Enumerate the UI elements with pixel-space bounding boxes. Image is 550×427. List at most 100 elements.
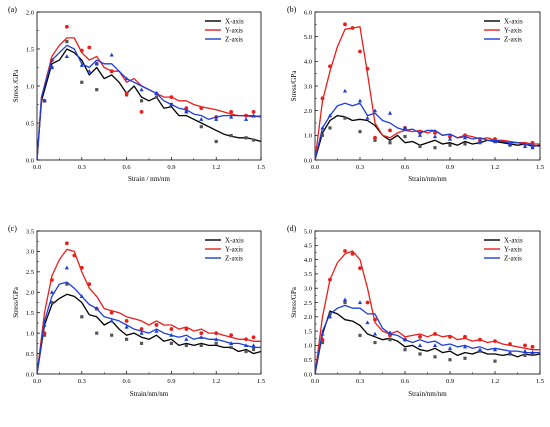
data-point-circle (87, 282, 92, 287)
series-line-x-axis (36, 293, 262, 375)
data-point-circle (320, 96, 325, 101)
data-point-circle (350, 26, 355, 30)
data-point-triangle (229, 341, 234, 345)
data-point-triangle (124, 324, 129, 329)
data-point-square (463, 356, 467, 360)
data-point-square (433, 146, 437, 150)
data-point-triangle (214, 117, 219, 121)
data-point-triangle (432, 343, 438, 347)
data-point-square (50, 300, 54, 305)
data-point-square (403, 134, 407, 139)
data-point-circle (358, 266, 362, 271)
data-point-square (403, 348, 407, 352)
data-point-triangle (342, 297, 348, 302)
x-tick-label: 0.6 (401, 164, 410, 171)
data-point-square (184, 343, 188, 347)
y-tick-label: 3.0 (26, 249, 34, 256)
data-point-square (154, 95, 159, 99)
data-point-circle (199, 106, 204, 111)
y-axis-label: Stress /GPa (12, 69, 20, 102)
data-point-circle (373, 135, 377, 140)
legend-entry: Z-axis (504, 254, 522, 262)
data-point-square (65, 40, 69, 44)
data-point-triangle (109, 52, 114, 57)
data-point-triangle (214, 337, 219, 341)
data-point-triangle (243, 117, 249, 121)
x-tick-label: 0.6 (401, 378, 410, 385)
data-point-triangle (477, 347, 483, 352)
data-point-triangle (199, 335, 204, 339)
data-point-triangle (357, 300, 363, 305)
data-point-circle (214, 331, 219, 336)
data-point-circle (448, 134, 452, 139)
x-tick-label: 1.5 (536, 378, 544, 385)
y-tick-label: 1.5 (26, 310, 34, 317)
y-tick-label: 0.5 (26, 120, 34, 127)
data-point-triangle (42, 322, 47, 327)
legend-entry: X-axis (504, 17, 523, 25)
data-point-triangle (447, 346, 453, 350)
data-point-circle (87, 45, 92, 50)
panel-label: (c) (8, 224, 17, 233)
data-point-square (139, 341, 144, 345)
data-point-circle (365, 300, 370, 305)
data-point-triangle (447, 136, 453, 141)
data-point-circle (184, 327, 189, 331)
series-line-y-axis (314, 26, 540, 161)
x-tick-label: 0.6 (123, 378, 132, 385)
data-point-triangle (320, 125, 325, 130)
data-point-triangle (169, 102, 174, 107)
panel-1: 0.0 0.3 0.6 0.9 1.2 1.5 0.0 1.0 2.0 3.0 4.0 5.0 6.0 (… (287, 5, 544, 183)
data-point-triangle (154, 328, 159, 333)
x-tick-label: 1.2 (212, 378, 220, 385)
panel-label: (d) (287, 224, 297, 233)
data-point-circle (72, 253, 77, 258)
x-axis-label: Strain/nm/nm (408, 390, 447, 398)
data-point-triangle (64, 54, 69, 58)
data-point-triangle (64, 265, 69, 270)
data-point-square (95, 331, 99, 335)
data-point-triangle (530, 350, 535, 355)
data-point-square (42, 333, 47, 337)
y-tick-label: 0.0 (26, 157, 34, 164)
data-point-square (463, 142, 467, 146)
y-tick-label: 2.0 (26, 9, 34, 16)
x-axis-label: Strain/nm/nm (408, 175, 447, 183)
series-line-z-axis (314, 102, 541, 161)
x-tick-label: 0.0 (33, 164, 41, 171)
data-point-square (358, 333, 362, 337)
data-point-square (214, 139, 218, 144)
data-point-circle (418, 334, 422, 339)
data-point-triangle (109, 318, 114, 323)
x-tick-label: 0.0 (311, 164, 319, 171)
y-tick-label: 1.0 (26, 330, 34, 337)
x-tick-label: 0.0 (311, 378, 319, 385)
y-tick-label: 2.0 (304, 108, 312, 115)
data-point-circle (124, 318, 129, 323)
data-point-circle (109, 310, 114, 315)
data-point-circle (328, 277, 332, 282)
data-point-triangle (462, 135, 468, 140)
data-point-triangle (492, 139, 498, 144)
legend-entry: Y-axis (225, 245, 243, 253)
y-tick-label: 5.0 (304, 228, 312, 235)
data-point-circle (50, 278, 54, 282)
y-tick-label: 3.0 (304, 83, 312, 90)
y-tick-label: 1.0 (26, 83, 34, 90)
data-point-square (229, 133, 233, 138)
data-point-circle (251, 335, 256, 340)
panel-label: (b) (287, 5, 297, 14)
data-point-circle (229, 110, 234, 114)
data-point-circle (244, 337, 248, 342)
data-point-circle (343, 22, 347, 27)
x-tick-label: 1.5 (536, 164, 544, 171)
x-tick-label: 1.2 (212, 164, 220, 171)
y-axis-label: Stress/GPa (290, 286, 298, 318)
data-point-circle (433, 130, 437, 135)
y-tick-label: 4.5 (304, 243, 312, 250)
x-tick-label: 0.3 (78, 378, 86, 385)
y-tick-label: 0.5 (26, 351, 34, 358)
x-tick-label: 0.3 (356, 378, 364, 385)
legend-entry: X-axis (504, 236, 523, 244)
data-point-square (251, 138, 256, 142)
